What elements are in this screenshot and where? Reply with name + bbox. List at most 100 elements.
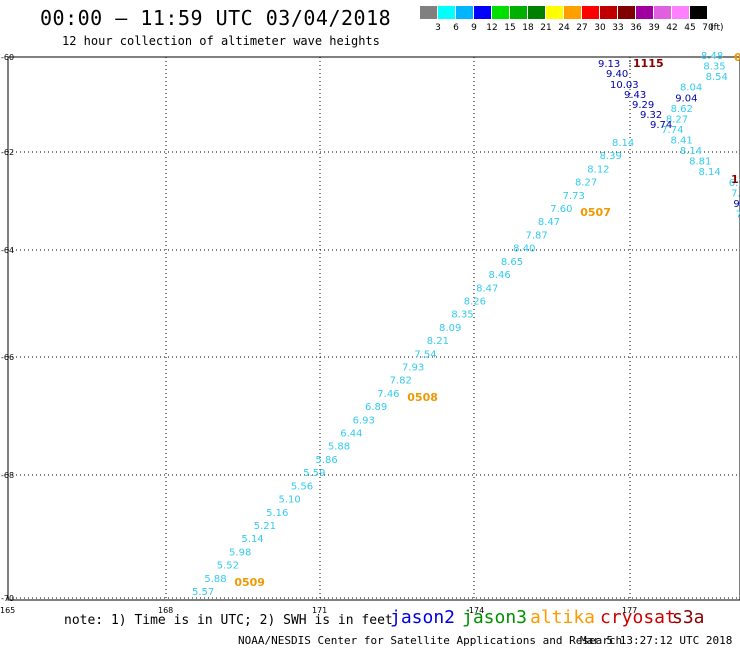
wave-height-value: 7.6: [736, 209, 740, 220]
latitude-label: -64: [1, 246, 14, 255]
footer-note: note: 1) Time is in UTC; 2) SWH is in fe…: [64, 613, 393, 628]
wave-height-value: 9.04: [675, 93, 697, 104]
wave-height-value: 9.13: [598, 59, 620, 70]
legend-label: 6: [453, 23, 459, 33]
wave-height-value: 8.62: [671, 104, 693, 115]
legend-label: 70: [702, 23, 714, 33]
pass-time-label: 1: [731, 173, 739, 186]
wave-height-value: 5.88: [204, 574, 226, 585]
longitude-label: -174: [466, 606, 484, 615]
satellite-legend-jason2: jason2: [390, 607, 456, 628]
wave-height-value: 7.73: [563, 191, 585, 202]
legend-swatch: [600, 6, 618, 19]
legend-label: 36: [630, 23, 642, 33]
wave-height-value: 5.57: [192, 587, 214, 598]
legend-swatch: [492, 6, 510, 19]
legend-swatch: [510, 6, 528, 19]
legend-label: 15: [504, 23, 516, 33]
wave-height-value: 9.74: [650, 120, 672, 131]
legend-label: 21: [540, 23, 552, 33]
wave-height-value: 8.27: [575, 178, 597, 189]
wave-height-value: 6.22: [729, 178, 740, 189]
wave-height-value: 5.16: [266, 508, 288, 519]
pass-time-label: 0508: [407, 391, 438, 404]
legend-swatch: [654, 6, 672, 19]
legend-label: 9: [471, 23, 477, 33]
wave-height-value: 7.87: [526, 230, 548, 241]
wave-height-value: 8.35: [451, 310, 473, 321]
legend-swatch: [582, 6, 600, 19]
wave-height-value: 7.46: [377, 389, 399, 400]
pass-time-label: 0509: [234, 576, 265, 589]
pass-time-label: 0507: [580, 206, 611, 219]
wave-height-value: 9.29: [632, 100, 654, 111]
wave-height-value: 8.39: [600, 151, 622, 162]
wave-height-value: 7.78: [731, 188, 740, 199]
pass-time-label: 0: [734, 51, 740, 64]
wave-height-value: 5.56: [291, 481, 313, 492]
wave-height-value: 8.14: [612, 138, 634, 149]
wave-height-value: 8.35: [703, 62, 725, 73]
legend-swatch: [636, 6, 654, 19]
legend-label: 24: [558, 23, 570, 33]
wave-height-value: 9.32: [640, 110, 662, 121]
wave-height-value: 5.21: [254, 521, 276, 532]
legend-swatch: [438, 6, 456, 19]
latitude-label: -62: [1, 148, 14, 157]
wave-height-value: 7: [738, 220, 740, 231]
latitude-label: -66: [1, 353, 14, 362]
wave-height-value: 6.89: [365, 402, 387, 413]
wave-height-value: 8.27: [666, 114, 688, 125]
legend-label: 42: [666, 23, 678, 33]
legend-swatch: [474, 6, 492, 19]
wave-height-value: 10.03: [610, 80, 639, 91]
wave-height-value: 8.12: [587, 164, 609, 175]
wave-height-value: 8.47: [538, 217, 560, 228]
map-frame: [7, 56, 740, 601]
wave-height-value: 8.21: [427, 336, 449, 347]
legend-swatch: [690, 6, 708, 19]
wave-height-value: 5.10: [278, 495, 300, 506]
pass-time-label: 1115: [633, 57, 664, 70]
longitude-label: 165: [0, 606, 15, 615]
legend-swatch: [528, 6, 546, 19]
wave-height-value: 8.46: [488, 270, 510, 281]
wave-height-value: 8.04: [680, 83, 702, 94]
wave-height-value: 9.40: [606, 69, 628, 80]
latitude-label: -60: [1, 53, 14, 62]
page-subtitle: 12 hour collection of altimeter wave hei…: [62, 34, 380, 48]
wave-height-value: 9.69: [733, 199, 740, 210]
latitude-label: -70: [1, 594, 14, 603]
wave-height-value: 8.14: [698, 167, 720, 178]
legend-swatch: [420, 6, 438, 19]
wave-height-value: 8.81: [689, 157, 711, 168]
legend-label: 45: [684, 23, 696, 33]
legend-label: 39: [648, 23, 660, 33]
legend-label: 27: [576, 23, 588, 33]
legend-label: 33: [612, 23, 624, 33]
wave-height-value: 8.14: [680, 146, 702, 157]
legend-label: 12: [486, 23, 498, 33]
wave-height-value: 7.82: [390, 376, 412, 387]
wave-height-value: 7.74: [661, 125, 683, 136]
legend-swatch: [546, 6, 564, 19]
wave-height-value: 8.54: [706, 72, 728, 83]
wave-height-value: 7.93: [402, 363, 424, 374]
wave-height-value: 8.47: [476, 283, 498, 294]
wave-height-value: 7.60: [550, 204, 572, 215]
wave-height-value: 7.54: [414, 349, 436, 360]
legend-swatch: [618, 6, 636, 19]
legend-swatch: [456, 6, 474, 19]
wave-height-value: 5.14: [241, 534, 263, 545]
wave-height-value: 6.44: [340, 429, 362, 440]
wave-height-legend: 3 6 9 12 15 18 21 24 27 30 33 36 39 42 45 70 (ft): [420, 6, 728, 36]
legend-label: 18: [522, 23, 534, 33]
longitude-label: 171: [312, 606, 327, 615]
credit-line: NOAA/NESDIS Center for Satellite Applica…: [238, 634, 623, 647]
wave-height-value: 5.86: [316, 455, 338, 466]
wave-height-value: 6.93: [353, 415, 375, 426]
wave-height-value: 8.09: [439, 323, 461, 334]
latitude-label: -68: [1, 471, 14, 480]
wave-height-value: 8.41: [671, 136, 693, 147]
